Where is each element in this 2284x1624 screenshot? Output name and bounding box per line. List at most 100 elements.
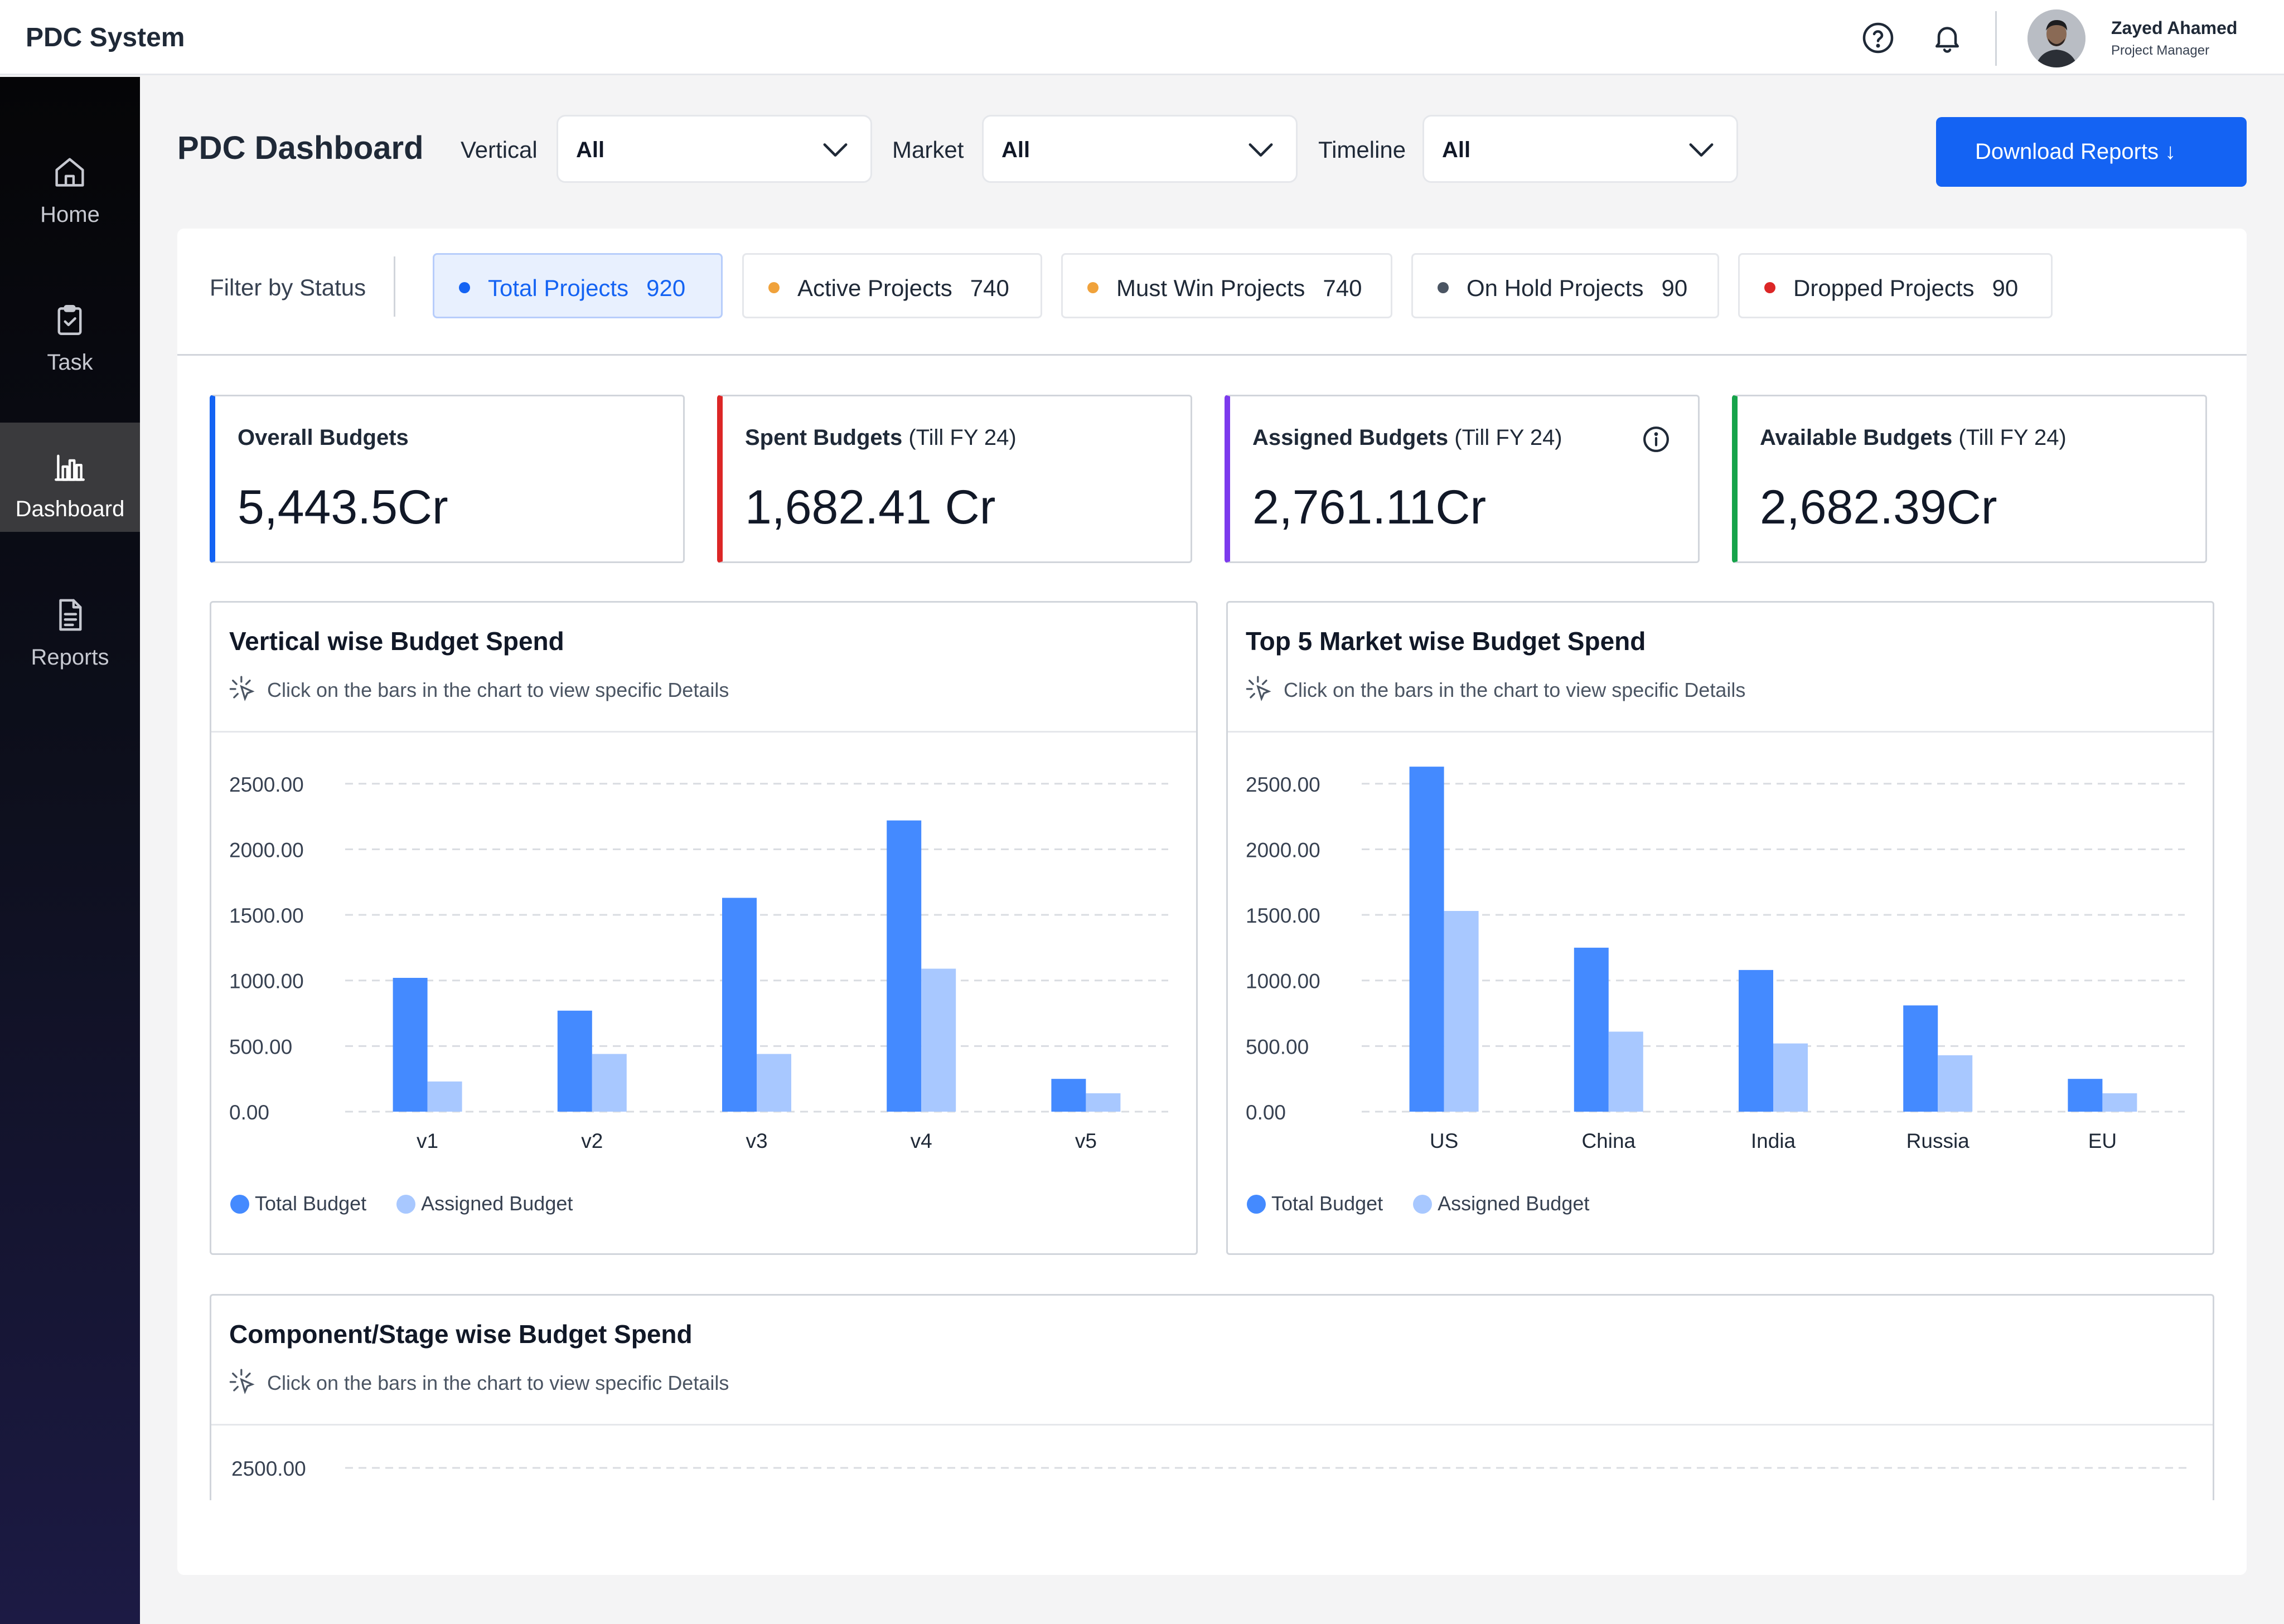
status-pill-label: Must Win Projects (1116, 275, 1305, 301)
sidebar-item-dashboard[interactable]: Dashboard (0, 423, 140, 532)
vertical-select[interactable]: All (557, 115, 872, 183)
x-tick-label: v1 (417, 1129, 438, 1152)
info-icon[interactable] (1642, 425, 1670, 453)
bar-total-budget (887, 820, 922, 1112)
bar-total-budget (1903, 1005, 1938, 1112)
legend-dot-total (230, 1195, 249, 1214)
status-filter-label: Filter by Status (210, 274, 366, 300)
status-pill-must-win[interactable]: Must Win Projects 740 (1061, 253, 1392, 318)
budget-value: 1,682.41 Cr (745, 481, 996, 534)
budget-title: Spent Budgets (745, 425, 903, 450)
status-pill-on-hold[interactable]: On Hold Projects 90 (1411, 253, 1719, 318)
click-hint-icon (229, 1369, 255, 1394)
status-pill-dropped[interactable]: Dropped Projects 90 (1738, 253, 2053, 318)
download-reports-label: Download Reports ↓ (1975, 139, 2176, 164)
x-tick-label: v5 (1075, 1129, 1097, 1152)
budget-suffix: (Till FY 24) (1952, 425, 2067, 450)
legend-dot-assigned (396, 1195, 416, 1214)
assigned-budget-card: Assigned Budgets (Till FY 24) 2,761.11Cr (1225, 395, 1700, 563)
market-bar-chart[interactable]: 0.00 500.00 1000.00 1500.00 2000.00 2500.00 US… (1228, 733, 2213, 1179)
sidebar-item-reports[interactable]: Reports (0, 571, 140, 680)
bar-assigned-budget (1444, 911, 1479, 1112)
budget-value: 2,682.39Cr (1760, 481, 1997, 534)
click-hint-icon (1246, 676, 1271, 701)
chart-title: Top 5 Market wise Budget Spend (1246, 627, 1646, 656)
bar-assigned-budget (592, 1054, 627, 1112)
sidebar-item-label: Dashboard (15, 497, 125, 521)
budget-suffix: (Till FY 24) (902, 425, 1017, 450)
sidebar-item-label: Task (47, 350, 93, 375)
vertical-select-value: All (576, 138, 605, 162)
bar-total-budget (1051, 1079, 1086, 1112)
x-tick-label: EU (2088, 1129, 2117, 1152)
bar-total-budget (2068, 1079, 2103, 1112)
bar-total-budget (722, 898, 757, 1112)
chevron-down-icon (823, 143, 848, 157)
component-bar-chart[interactable]: 2500.00 (211, 1426, 2213, 1500)
vertical-bar-chart[interactable]: 0.00 500.00 1000.00 1500.00 2000.00 2500.00 v1… (211, 733, 1196, 1179)
market-select-value: All (1001, 138, 1030, 162)
bar-assigned-budget (1086, 1093, 1121, 1112)
bar-total-budget (1574, 947, 1609, 1112)
status-pill-count: 920 (646, 275, 686, 301)
click-hint-icon (229, 676, 255, 701)
timeline-select[interactable]: All (1422, 115, 1738, 183)
bar-assigned-budget (921, 968, 956, 1112)
x-tick-label: US (1430, 1129, 1458, 1152)
bar-assigned-budget (427, 1081, 462, 1112)
status-pill-count: 90 (1661, 275, 1688, 301)
y-tick-label: 2000.00 (1246, 838, 1320, 861)
bar-total-budget (1409, 767, 1444, 1112)
help-icon[interactable] (1861, 21, 1895, 55)
legend-dot-total (1247, 1195, 1266, 1214)
status-pill-label: Dropped Projects (1793, 275, 1975, 301)
y-tick-label: 2500.00 (231, 1457, 306, 1480)
avatar[interactable] (2027, 9, 2085, 67)
sidebar-item-task[interactable]: Task (0, 276, 140, 385)
clipboard-check-icon (57, 305, 82, 335)
chevron-down-icon (1249, 143, 1273, 157)
y-tick-label: 500.00 (229, 1035, 292, 1058)
sidebar-item-home[interactable]: Home (0, 128, 140, 237)
user-name: Zayed Ahamed (2111, 18, 2238, 38)
chart-header-divider (1228, 731, 2213, 733)
status-pill-label: Total Projects (488, 275, 629, 301)
vertical-filter-label: Vertical (461, 137, 538, 163)
available-budget-card: Available Budgets (Till FY 24) 2,682.39C… (1732, 395, 2207, 563)
download-reports-button[interactable]: Download Reports ↓ (1936, 117, 2247, 187)
header-divider (1995, 11, 1997, 66)
sidebar: Home Task Dashboard Reports (0, 77, 140, 1624)
document-icon (59, 599, 82, 631)
x-tick-label: v3 (746, 1129, 767, 1152)
status-pill-count: 740 (970, 275, 1009, 301)
sidebar-item-label: Reports (31, 645, 109, 670)
bar-total-budget (557, 1010, 592, 1112)
status-pill-count: 740 (1323, 275, 1362, 301)
status-dot (1087, 282, 1099, 293)
chart-header-divider (211, 731, 1196, 733)
page-title: PDC Dashboard (177, 130, 424, 166)
y-tick-label: 1000.00 (1246, 970, 1320, 993)
bar-assigned-budget (1608, 1031, 1643, 1112)
bell-icon[interactable] (1930, 21, 1964, 55)
status-pill-active[interactable]: Active Projects 740 (742, 253, 1042, 318)
status-filter-row: Filter by Status Total Projects 920 Activ… (177, 229, 2247, 356)
status-pill-total[interactable]: Total Projects 920 (433, 253, 723, 318)
status-dot (1438, 282, 1449, 293)
chart-title: Component/Stage wise Budget Spend (229, 1320, 693, 1349)
legend-dot-assigned (1413, 1195, 1433, 1214)
sidebar-item-label: Home (40, 202, 100, 227)
chevron-down-icon (1689, 143, 1714, 157)
bar-assigned-budget (2102, 1093, 2137, 1112)
y-tick-label: 2000.00 (229, 838, 304, 861)
top-header: PDC System Zayed Ahamed Project Manager (0, 0, 2284, 75)
budget-title: Overall Budgets (238, 425, 409, 450)
bar-assigned-budget (757, 1054, 791, 1112)
component-budget-chart-card: Component/Stage wise Budget Spend Click … (210, 1294, 2214, 1500)
y-tick-label: 500.00 (1246, 1035, 1309, 1058)
bar-total-budget (1739, 969, 1773, 1112)
market-select[interactable]: All (982, 115, 1298, 183)
app-title: PDC System (26, 23, 185, 52)
status-dot (768, 282, 780, 293)
timeline-filter-label: Timeline (1318, 137, 1406, 163)
